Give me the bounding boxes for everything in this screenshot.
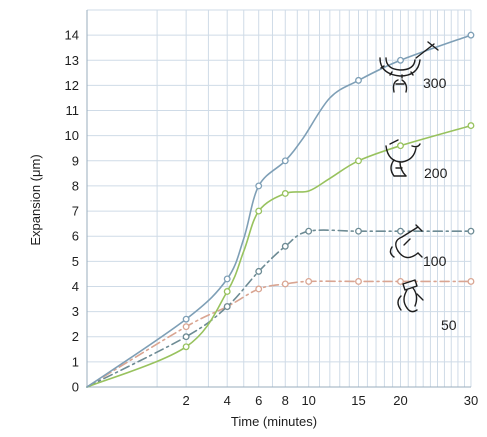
caliper-icon-stroke bbox=[415, 224, 423, 232]
caliper-icon-stroke bbox=[403, 238, 411, 246]
data-point-50 bbox=[182, 323, 190, 331]
data-point-200 bbox=[355, 157, 362, 165]
x-tick-label: 10 bbox=[301, 393, 315, 408]
data-point-300 bbox=[182, 315, 190, 323]
y-tick-label: 4 bbox=[72, 279, 79, 294]
data-point-300 bbox=[281, 157, 289, 165]
hand-gauge-icon-stroke bbox=[385, 145, 417, 163]
y-tick-label: 8 bbox=[72, 178, 79, 193]
hand-gauge-icon-stroke bbox=[390, 159, 395, 177]
y-tick-label: 1 bbox=[72, 354, 79, 369]
y-tick-label: 12 bbox=[65, 78, 79, 93]
data-point-100 bbox=[355, 227, 362, 235]
caliper-icon bbox=[389, 224, 423, 259]
micrometer-icon-stroke bbox=[401, 79, 408, 93]
data-point-100 bbox=[182, 333, 190, 341]
data-point-300 bbox=[467, 31, 475, 39]
hand-caliper-icon-stroke bbox=[403, 289, 408, 309]
hand-caliper-icon-stroke bbox=[402, 279, 418, 291]
hand-gauge-icon-stroke bbox=[411, 143, 421, 148]
y-tick-label: 13 bbox=[65, 53, 79, 68]
caliper-icon-stroke bbox=[389, 246, 395, 258]
y-tick-label: 10 bbox=[65, 128, 79, 143]
data-point-50 bbox=[467, 277, 475, 285]
grid bbox=[86, 9, 472, 388]
micrometer-icon-stroke bbox=[389, 71, 393, 76]
data-point-100 bbox=[223, 303, 231, 311]
y-tick-label: 3 bbox=[72, 304, 79, 319]
y-tick-label: 5 bbox=[72, 254, 79, 269]
hand-caliper-icon bbox=[397, 279, 424, 313]
micrometer-icon-stroke bbox=[410, 71, 414, 76]
series-label-50: 50 bbox=[441, 317, 457, 333]
series-icons bbox=[379, 41, 439, 313]
series-line-50 bbox=[86, 280, 472, 388]
micrometer-icon bbox=[379, 41, 439, 93]
y-tick-label: 6 bbox=[72, 229, 79, 244]
series-label-100: 100 bbox=[423, 253, 447, 269]
hand-caliper-icon-stroke bbox=[416, 293, 424, 301]
y-tick-label: 7 bbox=[72, 204, 79, 219]
series-label-300: 300 bbox=[423, 75, 447, 91]
data-point-100 bbox=[255, 267, 263, 275]
y-tick-label: 9 bbox=[72, 153, 79, 168]
x-tick-label: 6 bbox=[255, 393, 262, 408]
y-tick-label: 2 bbox=[72, 329, 79, 344]
data-point-300 bbox=[255, 182, 263, 190]
data-point-50 bbox=[397, 277, 404, 285]
micrometer-icon-stroke bbox=[392, 79, 399, 93]
series-line-100 bbox=[86, 229, 472, 388]
hand-caliper-icon-stroke bbox=[412, 287, 418, 307]
data-point-50 bbox=[305, 277, 313, 285]
hand-caliper-icon-stroke bbox=[406, 307, 418, 313]
caliper-icon-stroke bbox=[417, 252, 423, 258]
data-point-300 bbox=[355, 76, 362, 84]
y-tick-label: 11 bbox=[66, 103, 80, 118]
x-tick-label: 15 bbox=[351, 393, 365, 408]
series-labels: 300 200 100 50 bbox=[423, 75, 457, 333]
data-point-50 bbox=[281, 280, 289, 288]
data-point-200 bbox=[281, 190, 289, 197]
data-point-100 bbox=[397, 227, 404, 235]
data-point-200 bbox=[255, 207, 263, 215]
data-point-200 bbox=[467, 122, 475, 130]
micrometer-icon-stroke bbox=[415, 43, 435, 59]
hand-gauge-icon bbox=[385, 139, 421, 177]
data-point-200 bbox=[397, 142, 404, 150]
x-tick-label: 20 bbox=[393, 393, 407, 408]
data-point-50 bbox=[355, 277, 362, 285]
data-point-100 bbox=[281, 242, 289, 250]
caliper-icon-stroke bbox=[397, 250, 419, 259]
x-tick-label: 8 bbox=[282, 393, 289, 408]
y-tick-label: 0 bbox=[72, 380, 79, 395]
x-tick-label: 30 bbox=[464, 393, 478, 408]
x-tick-label: 2 bbox=[183, 393, 190, 408]
data-point-300 bbox=[223, 275, 231, 283]
series-label-200: 200 bbox=[424, 165, 448, 181]
data-point-50 bbox=[255, 285, 263, 293]
series-markers bbox=[182, 31, 475, 351]
data-point-200 bbox=[223, 288, 231, 295]
y-axis-title: Expansion (μm) bbox=[28, 154, 43, 245]
data-point-100 bbox=[467, 227, 475, 235]
hand-caliper-icon-stroke bbox=[397, 295, 402, 311]
micrometer-icon-stroke bbox=[380, 65, 385, 69]
data-point-100 bbox=[305, 227, 313, 235]
x-tick-label: 4 bbox=[224, 393, 231, 408]
x-axis-title: Time (minutes) bbox=[231, 414, 317, 429]
micrometer-icon-stroke bbox=[385, 57, 416, 71]
data-point-300 bbox=[397, 56, 404, 64]
y-tick-label: 14 bbox=[65, 28, 79, 43]
caliper-icon-stroke bbox=[395, 226, 419, 252]
micrometer-icon-stroke bbox=[427, 41, 439, 51]
hand-gauge-icon-stroke bbox=[389, 139, 399, 145]
data-point-200 bbox=[182, 343, 190, 351]
hand-gauge-icon-stroke bbox=[399, 161, 407, 177]
micrometer-icon-stroke bbox=[379, 57, 421, 77]
